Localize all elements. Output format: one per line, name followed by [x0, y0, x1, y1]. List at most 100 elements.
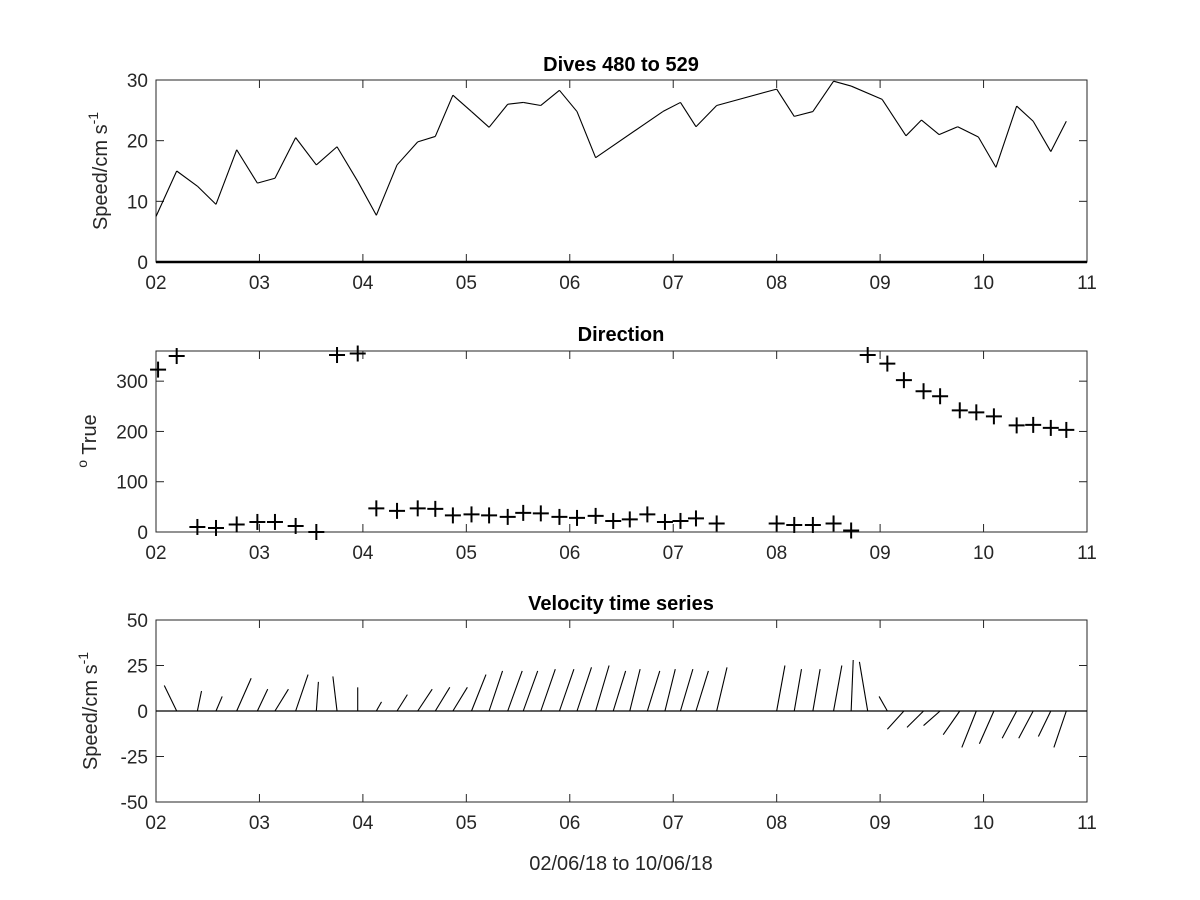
speed-line-segment	[295, 137, 317, 166]
x-tick-label: 09	[870, 813, 891, 834]
plot-area-frame	[155, 79, 1088, 263]
x-tick-label: 04	[352, 273, 374, 294]
speed-line-segment	[559, 89, 578, 112]
velocity-stick	[417, 688, 433, 712]
x-tick-label: 10	[973, 273, 994, 294]
velocity-stick	[978, 710, 995, 744]
x-tick-label: 09	[870, 543, 891, 564]
y-tick-label: -25	[121, 748, 148, 769]
x-tick-label: 07	[663, 543, 684, 564]
direction-point	[1042, 419, 1059, 436]
velocity-panel-ylabel: Speed/cm s-1	[75, 652, 102, 770]
direction-panel: Direction o True 02 03 04 05 06 07 08 09 10 11 0 10…	[74, 324, 1097, 564]
velocity-stick	[833, 665, 843, 712]
speed-line-segment	[957, 126, 979, 138]
speed-line-segment	[417, 135, 436, 143]
velocity-stick	[812, 669, 821, 712]
x-tick-label: 03	[249, 813, 270, 834]
velocity-stick	[923, 710, 941, 726]
velocity-stick	[540, 668, 556, 712]
direction-point	[150, 361, 167, 378]
direction-point	[308, 524, 325, 540]
direction-point	[1008, 417, 1025, 434]
velocity-stick	[612, 670, 627, 712]
x-tick-label: 02	[145, 543, 166, 564]
speed-line-segment	[1050, 121, 1067, 152]
velocity-stick	[595, 665, 610, 712]
x-tick-label: 10	[973, 543, 994, 564]
velocity-stick	[315, 681, 319, 712]
direction-point	[605, 512, 622, 529]
direction-point	[427, 500, 444, 517]
x-tick-label: 11	[1077, 273, 1097, 294]
direction-point	[287, 517, 304, 534]
speed-line-segment	[776, 88, 795, 117]
direction-point	[1058, 421, 1075, 438]
speed-panel-ylabel: Speed/cm s-1	[85, 112, 112, 230]
plot-area-frame	[155, 350, 1088, 533]
x-tick-label: 05	[456, 273, 477, 294]
direction-point	[266, 513, 283, 530]
y-tick-label: -50	[121, 793, 148, 814]
velocity-stick	[906, 710, 924, 728]
speed-line-segment	[812, 80, 835, 112]
direction-point	[532, 505, 549, 522]
speed-line-segment	[1032, 120, 1052, 152]
y-tick-label: 0	[137, 702, 148, 723]
speed-line-segment	[155, 170, 178, 217]
direction-point	[249, 513, 266, 530]
velocity-stick	[236, 678, 252, 712]
speed-line-segment	[507, 101, 524, 105]
speed-line-segment	[905, 119, 922, 137]
x-tick-label: 07	[663, 813, 684, 834]
direction-point	[499, 508, 516, 525]
direction-point	[515, 504, 532, 521]
direction-point	[985, 408, 1002, 425]
speed-line-segment	[375, 164, 398, 216]
x-tick-label: 11	[1077, 813, 1097, 834]
speed-line-segment	[595, 111, 664, 159]
speed-line-segment	[1016, 105, 1034, 122]
velocity-stick	[434, 687, 451, 712]
direction-point	[207, 519, 224, 536]
y-tick-label: 25	[127, 657, 148, 678]
direction-point	[825, 515, 842, 532]
y-tick-label: 30	[127, 71, 148, 92]
velocity-stick	[858, 661, 869, 712]
speed-line-segment	[357, 181, 377, 216]
velocity-stick	[1053, 710, 1067, 748]
y-tick-label: 0	[137, 523, 148, 544]
direction-point	[389, 502, 406, 519]
direction-panel-ylabel: o True	[74, 414, 101, 467]
direction-point	[879, 355, 896, 372]
direction-point	[672, 512, 689, 529]
x-tick-label: 04	[352, 543, 374, 564]
y-tick-label: 100	[116, 473, 148, 494]
speed-line-segment	[695, 105, 718, 128]
direction-point	[189, 518, 206, 535]
speed-line-segment	[977, 136, 997, 168]
speed-line-segment	[716, 88, 777, 107]
velocity-stick	[886, 710, 905, 730]
velocity-stick	[793, 669, 803, 712]
velocity-stick	[452, 687, 468, 712]
y-tick-label: 0	[137, 253, 148, 274]
velocity-stick	[332, 676, 338, 712]
direction-point	[329, 347, 346, 364]
direction-point	[587, 507, 604, 524]
speed-line-segment	[833, 80, 852, 87]
speed-line-segment	[336, 146, 359, 182]
direction-point	[968, 404, 985, 421]
speed-line-segment	[679, 102, 697, 128]
direction-point	[621, 511, 638, 528]
direction-point	[687, 510, 704, 527]
direction-point	[656, 513, 673, 530]
speed-line-segment	[176, 170, 198, 187]
velocity-stick	[850, 660, 854, 712]
velocity-stick	[522, 670, 539, 712]
speed-line-segment	[662, 101, 681, 113]
velocity-stick	[375, 701, 382, 712]
direction-point	[569, 509, 586, 526]
x-tick-label: 05	[456, 813, 477, 834]
